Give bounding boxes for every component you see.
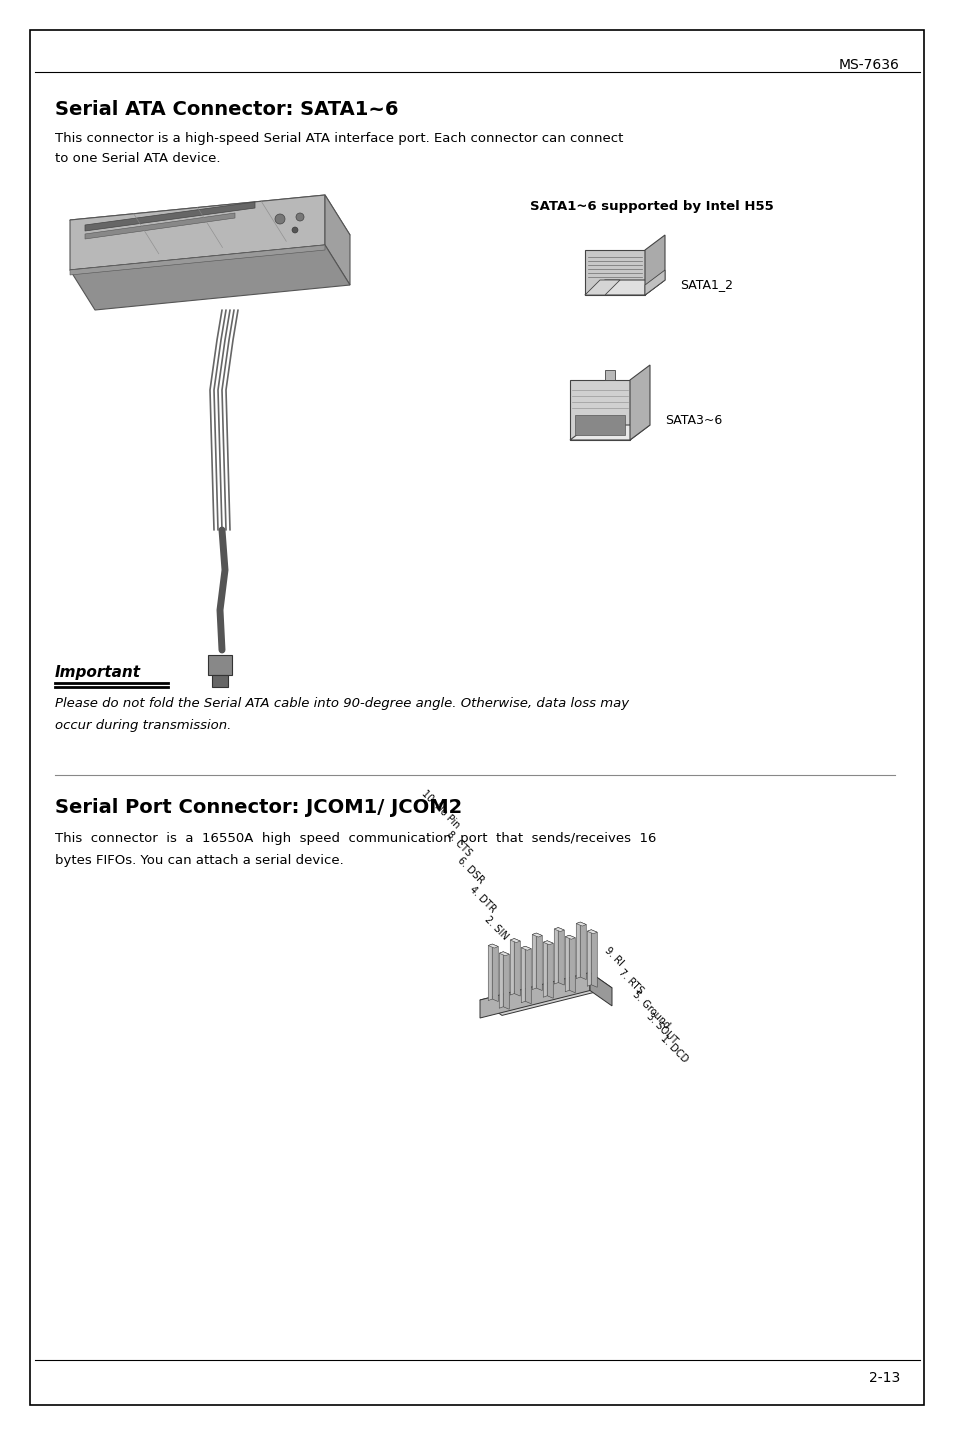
- Text: Important: Important: [55, 664, 141, 680]
- Polygon shape: [554, 928, 563, 932]
- Text: 4. DTR: 4. DTR: [467, 884, 497, 914]
- Text: This connector is a high-speed Serial ATA interface port. Each connector can con: This connector is a high-speed Serial AT…: [55, 132, 622, 145]
- Text: 2-13: 2-13: [868, 1370, 899, 1385]
- Text: SATA3~6: SATA3~6: [664, 414, 721, 427]
- Polygon shape: [70, 245, 350, 309]
- Polygon shape: [542, 941, 553, 945]
- Polygon shape: [589, 972, 612, 1005]
- Text: 10. No Pin: 10. No Pin: [419, 788, 461, 831]
- Polygon shape: [70, 245, 325, 275]
- Polygon shape: [565, 935, 575, 939]
- Text: 9. RI: 9. RI: [602, 945, 625, 968]
- Text: Serial Port Connector: JCOM1/ JCOM2: Serial Port Connector: JCOM1/ JCOM2: [55, 798, 462, 818]
- Circle shape: [295, 213, 304, 221]
- Polygon shape: [547, 941, 553, 998]
- Polygon shape: [579, 922, 586, 979]
- Polygon shape: [558, 928, 563, 985]
- Polygon shape: [520, 947, 531, 951]
- Polygon shape: [85, 213, 234, 239]
- Polygon shape: [565, 935, 569, 992]
- Polygon shape: [584, 281, 619, 295]
- Text: SATA1_2: SATA1_2: [679, 278, 732, 292]
- Polygon shape: [584, 281, 664, 295]
- Text: 7. RTS: 7. RTS: [617, 967, 645, 995]
- Text: occur during transmission.: occur during transmission.: [55, 719, 232, 732]
- Text: SATA1~6 supported by Intel H55: SATA1~6 supported by Intel H55: [530, 200, 773, 213]
- Text: 3. SOUT: 3. SOUT: [644, 1011, 679, 1045]
- Polygon shape: [587, 929, 597, 934]
- Text: Serial ATA Connector: SATA1~6: Serial ATA Connector: SATA1~6: [55, 100, 398, 119]
- Polygon shape: [644, 271, 664, 295]
- Text: 1. DCD: 1. DCD: [659, 1032, 689, 1064]
- Polygon shape: [520, 947, 525, 1002]
- Polygon shape: [542, 941, 547, 997]
- Polygon shape: [604, 369, 615, 379]
- Text: MS-7636: MS-7636: [839, 59, 899, 72]
- Polygon shape: [510, 938, 514, 995]
- Text: This  connector  is  a  16550A  high  speed  communication  port  that  sends/re: This connector is a 16550A high speed co…: [55, 832, 656, 845]
- Polygon shape: [510, 938, 519, 942]
- Polygon shape: [576, 922, 579, 978]
- Polygon shape: [569, 935, 575, 992]
- Polygon shape: [525, 947, 531, 1004]
- Polygon shape: [569, 379, 629, 440]
- Polygon shape: [503, 952, 509, 1010]
- Polygon shape: [629, 365, 649, 440]
- Polygon shape: [488, 944, 497, 948]
- Polygon shape: [532, 934, 536, 990]
- Polygon shape: [584, 251, 644, 295]
- Polygon shape: [536, 934, 541, 991]
- Text: Please do not fold the Serial ATA cable into 90-degree angle. Otherwise, data lo: Please do not fold the Serial ATA cable …: [55, 697, 628, 710]
- Polygon shape: [514, 938, 519, 997]
- Polygon shape: [498, 952, 509, 955]
- Polygon shape: [575, 415, 624, 435]
- Polygon shape: [85, 202, 254, 231]
- Polygon shape: [569, 425, 649, 440]
- Text: to one Serial ATA device.: to one Serial ATA device.: [55, 152, 220, 165]
- Polygon shape: [591, 929, 597, 987]
- Bar: [208, 654, 232, 674]
- Text: bytes FIFOs. You can attach a serial device.: bytes FIFOs. You can attach a serial dev…: [55, 853, 343, 866]
- Polygon shape: [587, 929, 591, 987]
- Polygon shape: [70, 195, 350, 261]
- Polygon shape: [492, 944, 497, 1001]
- Text: 2. SIN: 2. SIN: [482, 915, 510, 942]
- Polygon shape: [576, 922, 586, 927]
- Polygon shape: [479, 972, 589, 1018]
- Bar: [212, 674, 228, 687]
- Polygon shape: [498, 952, 503, 1008]
- Polygon shape: [70, 195, 325, 271]
- Polygon shape: [479, 972, 612, 1015]
- Polygon shape: [532, 934, 541, 937]
- Polygon shape: [554, 928, 558, 984]
- Polygon shape: [488, 944, 492, 1001]
- Polygon shape: [325, 195, 350, 285]
- Text: 6. DSR: 6. DSR: [456, 856, 486, 886]
- Text: 8. CTS: 8. CTS: [445, 829, 474, 858]
- Circle shape: [274, 213, 285, 223]
- Circle shape: [292, 228, 297, 233]
- Polygon shape: [644, 235, 664, 295]
- Text: 5. Ground: 5. Ground: [630, 990, 671, 1030]
